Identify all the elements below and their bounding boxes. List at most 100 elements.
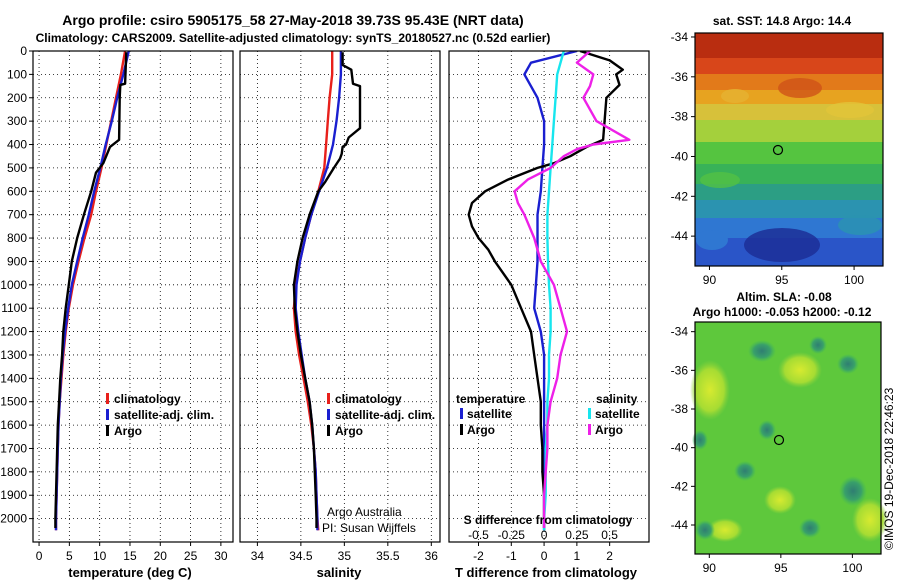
sst-heatmap (694, 32, 884, 267)
sst-map-panel: sat. SST: 14.8 Argo: 14.4 90 95 100 -34 -36 (671, 14, 884, 287)
legend-label-sal-satellite: satellite (595, 407, 640, 421)
x2-tick-label: 0 (541, 528, 548, 542)
x-tick-label: 2 (606, 549, 613, 563)
legend-label-temp-argo: Argo (467, 423, 495, 437)
x2-tick-label: -0.25 (498, 528, 526, 542)
x-tick-label: 35.5 (376, 549, 400, 563)
legend-swatch-climatology (106, 393, 109, 404)
series-line-satellite-adj-clim- (294, 51, 343, 531)
y-tick-label: 1100 (1, 301, 27, 315)
figure-subtitle: Climatology: CARS2009. Satellite-adjuste… (36, 31, 551, 45)
y-tick-label: 500 (7, 161, 27, 175)
map-x-tick-label: 90 (703, 561, 717, 575)
map-x-tick-label: 90 (703, 273, 717, 287)
map-y-tick-label: -38 (671, 110, 689, 124)
salinity-xlabel: salinity (317, 565, 363, 580)
y-tick-label: 700 (7, 208, 27, 222)
salinity-frame (239, 50, 441, 543)
legend-label-argo: Argo (335, 424, 363, 438)
legend-label-satellite: satellite-adj. clim. (114, 408, 214, 422)
legend-swatch-sal-argo (588, 424, 591, 435)
legend-label-sal-argo: Argo (595, 423, 623, 437)
x-tick-label: 5 (66, 549, 73, 563)
difference-panel: -2 -1 0 1 2 -0.5 -0.25 0 0.25 0.5 T difference fr… (448, 50, 650, 580)
legend-swatch-satellite (327, 409, 330, 420)
x-tick-label: 0 (36, 549, 43, 563)
map-y-tick-label: -36 (671, 70, 689, 84)
x-tick-label: 20 (154, 549, 168, 563)
sla-map-panel: Altim. SLA: -0.08 Argo h1000: -0.053 h20… (671, 290, 888, 575)
salinity-grid (240, 50, 440, 542)
series-line-argo (54, 52, 128, 528)
map-y-tick-label: -34 (671, 30, 689, 44)
map-x-tick-label: 100 (844, 273, 864, 287)
temperature-frame (32, 50, 234, 543)
y-tick-label: 300 (7, 114, 27, 128)
series-line-climatology (54, 51, 127, 531)
temperature-xlabel: temperature (deg C) (68, 565, 192, 580)
sst-ticks: 90 95 100 -34 -36 -38 -40 -42 -44 (671, 30, 865, 287)
difference-legend: temperature satellite Argo salinity sate… (456, 392, 640, 437)
x2-tick-label: 0.5 (601, 528, 618, 542)
credit-line-1: Argo Australia (327, 505, 402, 519)
legend-swatch-temp-satellite (460, 408, 463, 419)
legend-swatch-climatology (327, 393, 330, 404)
y-tick-label: 1300 (0, 348, 27, 362)
legend-title-temperature: temperature (456, 392, 526, 406)
salinity-legend: climatology satellite-adj. clim. Argo (327, 392, 435, 438)
legend-label-climatology: climatology (335, 392, 402, 406)
temperature-legend: climatology satellite-adj. clim. Argo (106, 392, 214, 438)
x-tick-label: 35 (338, 549, 352, 563)
difference-lines (467, 51, 631, 531)
series-line-climatology (292, 51, 334, 531)
x-tick-label: 30 (214, 549, 228, 563)
map-x-tick-label: 95 (774, 561, 788, 575)
temperature-panel: 0 5 10 15 20 25 300100200300400500600700800900… (0, 44, 234, 580)
legend-swatch-argo (106, 425, 109, 436)
x-tick-label: -2 (473, 549, 484, 563)
map-y-tick-label: -36 (671, 363, 689, 377)
sla-ticks: 90 95 100 -34 -36 -38 -40 -42 -44 (671, 325, 863, 575)
x-tick-label: -1 (506, 549, 517, 563)
salinity-lines (292, 51, 362, 531)
difference-xlabel: T difference from climatology (455, 565, 638, 580)
sla-heatmap (690, 321, 888, 555)
legend-label-satellite: satellite-adj. clim. (335, 408, 435, 422)
series-line-argo (292, 52, 362, 528)
series-line-salinity-argo (513, 51, 631, 528)
credit-line-2: PI: Susan Wijffels (322, 521, 416, 535)
x-tick-label: 15 (123, 549, 137, 563)
sla-map-title: Altim. SLA: -0.08 (736, 290, 832, 304)
series-line-temperature-argo (467, 51, 624, 528)
map-x-tick-label: 100 (842, 561, 862, 575)
salinity-panel: 34 34.5 35 35.5 36 salinity climatology sate… (239, 50, 441, 580)
y-tick-label: 1700 (0, 441, 27, 455)
legend-label-argo: Argo (114, 424, 142, 438)
sla-argo-marker (773, 434, 785, 446)
legend-swatch-argo (327, 425, 330, 436)
y-tick-label: 0 (20, 44, 27, 58)
timestamp-stamp: ©IMOS 19-Dec-2018 22:46:23 (882, 387, 896, 550)
map-y-tick-label: -42 (671, 479, 689, 493)
x-tick-label: 34 (251, 549, 265, 563)
x-tick-label: 1 (574, 549, 581, 563)
legend-label-temp-satellite: satellite (467, 407, 512, 421)
sst-argo-marker (772, 144, 784, 156)
legend-title-salinity: salinity (596, 392, 638, 406)
y-tick-label: 400 (7, 138, 27, 152)
map-y-tick-label: -42 (671, 189, 689, 203)
map-y-tick-label: -34 (671, 325, 689, 339)
map-y-tick-label: -44 (671, 229, 689, 243)
y-tick-label: 1000 (0, 278, 27, 292)
sla-map-title-2: Argo h1000: -0.053 h2000: -0.12 (693, 305, 872, 319)
series-line-temperature-satellite (523, 51, 578, 531)
legend-swatch-satellite (106, 409, 109, 420)
x2-tick-label: -0.5 (468, 528, 489, 542)
x-tick-label: 34.5 (289, 549, 313, 563)
y-tick-label: 1200 (0, 325, 27, 339)
legend-swatch-temp-argo (460, 424, 463, 435)
y-tick-label: 1600 (0, 418, 27, 432)
y-tick-label: 1900 (0, 488, 27, 502)
y-tick-label: 100 (7, 67, 27, 81)
temperature-ticks: 0 5 10 15 20 25 300100200300400500600700800900… (0, 44, 228, 563)
